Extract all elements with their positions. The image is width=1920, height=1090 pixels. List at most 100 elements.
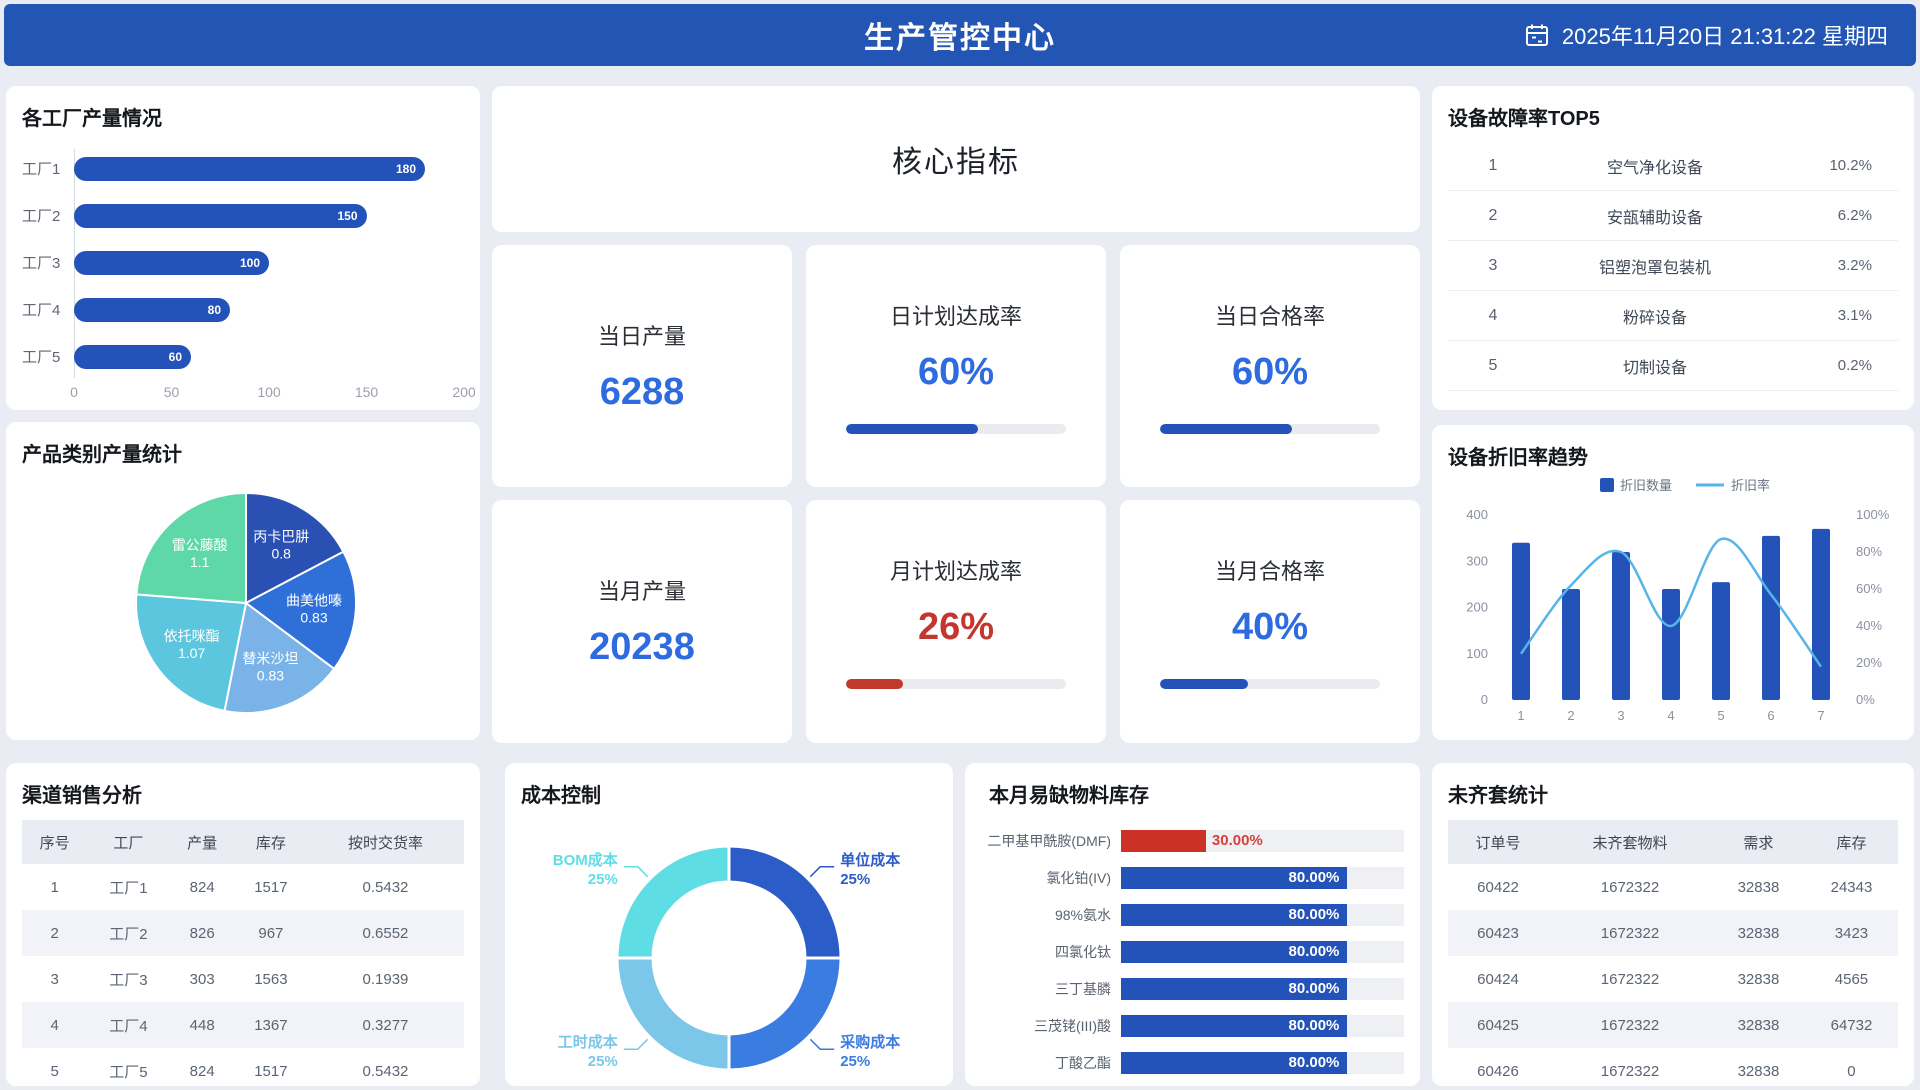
table-cell: 0.5432 bbox=[362, 878, 409, 896]
material-bar: 80.00% bbox=[1121, 903, 1348, 926]
fault-top5-row: 3 铝塑泡罩包装机 3.2% bbox=[1448, 241, 1898, 291]
donut-slice bbox=[615, 956, 731, 1072]
fault-rank: 5 bbox=[1488, 356, 1498, 374]
x-axis-tick: 7 bbox=[1817, 708, 1824, 723]
material-shortage-list: 二甲基甲酰胺(DMF) 30.00% 氯化铂(IV) 80.00% 98%氨水 80.00… bbox=[981, 822, 1404, 1081]
table-column-header: 订单号 bbox=[1448, 820, 1549, 864]
donut-slice bbox=[727, 844, 843, 960]
x-axis-tick: 6 bbox=[1767, 708, 1774, 723]
factory-bar-track: 60 bbox=[74, 344, 464, 369]
panel-product-category-title: 产品类别产量统计 bbox=[22, 444, 182, 466]
factory-bar: 100 bbox=[74, 250, 269, 275]
factory-bar-track: 80 bbox=[74, 297, 464, 322]
material-bar: 80.00% bbox=[1121, 940, 1348, 963]
table-cell: 工厂5 bbox=[109, 1063, 148, 1081]
kpi-progress-fill bbox=[1160, 423, 1292, 434]
kpi-card: 月计划达成率 26% bbox=[806, 500, 1106, 743]
table-cell: 5 bbox=[50, 1062, 59, 1080]
table-cell: 824 bbox=[189, 878, 215, 896]
panel-core-banner: 核心指标 bbox=[492, 86, 1420, 232]
incomplete-set-row: 60423 1672322 32838 3423 bbox=[1448, 910, 1898, 956]
channel-sales-row: 1 工厂1 824 1517 0.5432 bbox=[22, 864, 464, 910]
kpi-value: 20238 bbox=[589, 626, 695, 668]
table-cell: 826 bbox=[189, 924, 215, 942]
donut-label-leader-line bbox=[809, 866, 835, 878]
fault-rank: 2 bbox=[1488, 206, 1498, 224]
panel-factory-output: 各工厂产量情况 工厂1 180 工厂2 150 工厂3 100 工厂4 80 工厂5 60 0 50 1… bbox=[6, 86, 480, 410]
fault-rate-value: 3.1% bbox=[1837, 307, 1872, 324]
depreciation-bar bbox=[1562, 589, 1580, 700]
fault-top5-row: 2 安瓿辅助设备 6.2% bbox=[1448, 191, 1898, 241]
pie-slice bbox=[245, 550, 357, 670]
kpi-value: 26% bbox=[917, 606, 995, 648]
y-right-tick: 80% bbox=[1856, 544, 1882, 559]
pie-slice-label: 依托咪酯 1.07 bbox=[164, 628, 220, 661]
table-cell: 0.5432 bbox=[362, 1062, 409, 1080]
table-body: 1 工厂1 824 1517 0.5432 2 工厂2 826 967 0.6552 3 工厂3 303… bbox=[22, 864, 464, 1090]
incomplete-set-row: 60422 1672322 32838 24343 bbox=[1448, 864, 1898, 910]
panel-cost-control-title: 成本控制 bbox=[521, 785, 601, 807]
kpi-value: 60% bbox=[1231, 350, 1309, 393]
table-cell: 64732 bbox=[1830, 1016, 1873, 1034]
donut-label-leader-line bbox=[623, 1038, 649, 1050]
cost-control-donut-chart: 单位成本 25% 采购成本 25% 工时成本 25% BOM成本 25% bbox=[553, 844, 900, 1072]
table-cell: 60423 bbox=[1477, 924, 1519, 942]
panel-incomplete-sets: 未齐套统计 订单号 未齐套物料 需求 库存 60422 1672322 32838 24343… bbox=[1432, 763, 1914, 1086]
table-cell: 1672322 bbox=[1600, 1062, 1660, 1080]
pie-slice-label: 替米沙坦 0.83 bbox=[242, 651, 298, 684]
depreciation-bar bbox=[1712, 582, 1730, 700]
kpi-card: 当月合格率 40% bbox=[1120, 500, 1420, 743]
kpi-progress-track bbox=[1160, 423, 1380, 434]
y-left-tick: 300 bbox=[1466, 553, 1488, 568]
pie-slice bbox=[135, 593, 247, 712]
table-cell: 448 bbox=[189, 1016, 215, 1034]
table-cell: 3423 bbox=[1834, 924, 1869, 942]
material-name: 丁酸乙酯 bbox=[1055, 1054, 1111, 1071]
factory-bar-track: 150 bbox=[74, 203, 464, 228]
material-bar-track: 80.00% bbox=[1121, 977, 1404, 1000]
kpi-card: 当日产量 6288 bbox=[492, 245, 792, 487]
factory-bar-category: 工厂1 bbox=[22, 161, 61, 178]
material-name: 二甲基甲酰胺(DMF) bbox=[987, 832, 1111, 849]
y-left-tick: 200 bbox=[1466, 600, 1488, 615]
header-datetime: 2025年11月20日 21:31:22 星期四 bbox=[1524, 4, 1888, 66]
incomplete-set-row: 60424 1672322 32838 4565 bbox=[1448, 956, 1898, 1002]
table-cell: 1672322 bbox=[1600, 924, 1660, 942]
material-row: 丁酸乙酯 80.00% bbox=[981, 1044, 1404, 1081]
x-axis-tick: 50 bbox=[163, 384, 180, 400]
fault-equipment-name: 铝塑泡罩包装机 bbox=[1598, 259, 1711, 277]
table-cell: 1517 bbox=[254, 1062, 288, 1080]
panel-cost-control: 成本控制 单位成本 25% 采购成本 25% 工时成本 25% BOM成本 25% bbox=[505, 763, 953, 1086]
product-category-pie-chart: 丙卡巴肼 0.8 曲美他嗪 0.83 替米沙坦 0.83 依托咪酯 1.07 雷公藤酸 1.1 bbox=[135, 492, 357, 714]
depreciation-bar bbox=[1662, 589, 1680, 700]
factory-bar-row: 工厂4 80 bbox=[22, 286, 464, 333]
kpi-card: 当月产量 20238 bbox=[492, 500, 792, 743]
table-cell: 工厂3 bbox=[109, 971, 148, 989]
material-row: 三丁基膦 80.00% bbox=[981, 970, 1404, 1007]
material-name: 98%氨水 bbox=[1054, 906, 1111, 923]
pie-slice bbox=[135, 492, 247, 604]
x-axis-tick: 4 bbox=[1667, 708, 1674, 723]
fault-rate-value: 10.2% bbox=[1829, 157, 1872, 174]
factory-bar: 60 bbox=[74, 344, 191, 369]
incomplete-set-row: 60425 1672322 32838 64732 bbox=[1448, 1002, 1898, 1048]
x-axis-tick: 200 bbox=[452, 384, 476, 400]
table-body: 60422 1672322 32838 24343 60423 1672322 32838 3… bbox=[1448, 864, 1898, 1090]
table-cell: 824 bbox=[189, 1062, 215, 1080]
table-header: 序号 工厂 产量 库存 按时交货率 bbox=[22, 820, 464, 864]
legend-line-label: 折旧率 bbox=[1731, 478, 1770, 493]
table-cell: 0.1939 bbox=[362, 970, 409, 988]
panel-depreciation-title: 设备折旧率趋势 bbox=[1448, 447, 1588, 469]
factory-bar-category: 工厂4 bbox=[22, 302, 61, 319]
material-bar-track: 80.00% bbox=[1121, 940, 1404, 963]
material-bar-value: 30.00% bbox=[1211, 832, 1263, 849]
panel-channel-sales-title: 渠道销售分析 bbox=[22, 785, 142, 807]
table-cell: 1672322 bbox=[1600, 878, 1660, 896]
channel-sales-row: 3 工厂3 303 1563 0.1939 bbox=[22, 956, 464, 1002]
fault-equipment-name: 切制设备 bbox=[1622, 359, 1687, 377]
table-cell: 1672322 bbox=[1600, 970, 1660, 988]
material-bar-track: 80.00% bbox=[1121, 903, 1404, 926]
material-name: 三茂铑(III)酸 bbox=[1034, 1017, 1111, 1034]
kpi-progress-track bbox=[846, 423, 1066, 434]
kpi-value: 6288 bbox=[599, 370, 685, 413]
